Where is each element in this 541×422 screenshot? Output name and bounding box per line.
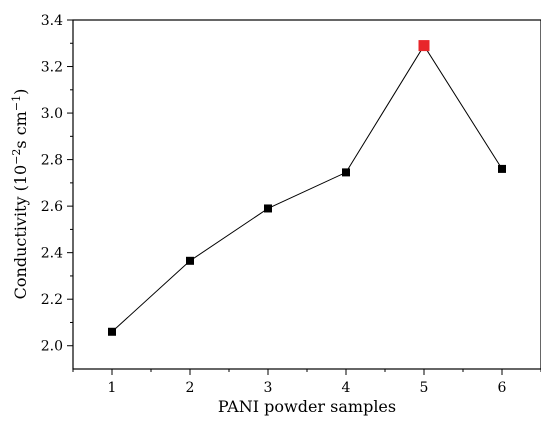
x-tick-label: 2 <box>186 380 195 396</box>
x-tick-label: 4 <box>342 380 351 396</box>
x-tick-label: 6 <box>498 380 507 396</box>
plot-frame <box>72 19 541 370</box>
x-tick-label: 3 <box>264 380 273 396</box>
y-tick-label: 2.4 <box>41 246 63 262</box>
data-point <box>264 204 272 213</box>
data-point <box>498 164 506 173</box>
y-tick-label: 2.6 <box>41 199 63 215</box>
x-tick-label: 1 <box>108 380 117 396</box>
x-axis-label: PANI powder samples <box>218 397 396 416</box>
y-tick-label: 3.2 <box>41 60 63 76</box>
y-tick-label: 2.0 <box>41 339 63 355</box>
x-axis-ticks: 1 2 3 4 5 6 <box>72 369 541 396</box>
y-tick-label: 2.2 <box>41 292 63 308</box>
x-tick-label: 5 <box>420 380 429 396</box>
y-tick-label: 3.4 <box>41 13 63 29</box>
y-tick-label: 3.0 <box>41 106 63 122</box>
data-markers <box>108 40 506 336</box>
data-point <box>186 256 194 265</box>
y-axis-label: Conductivity (10−2s cm−1) <box>10 89 30 300</box>
data-point <box>108 327 116 336</box>
data-point-highlight <box>418 40 430 52</box>
y-axis-ticks: 2.0 2.2 2.4 2.6 2.8 3.0 3.2 3.4 <box>41 13 73 355</box>
data-point <box>342 168 350 177</box>
series-line <box>111 44 503 333</box>
y-tick-label: 2.8 <box>41 153 63 169</box>
